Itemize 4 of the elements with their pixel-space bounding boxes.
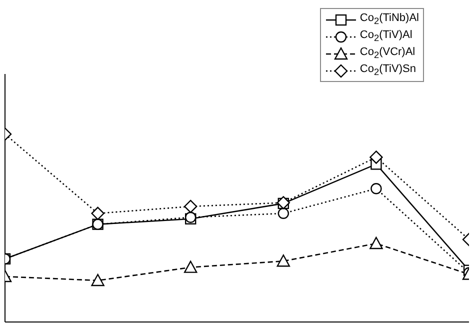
legend-label: Co$_{2}$(TiV)Al: [360, 29, 412, 44]
legend-label: Co$_{2}$(TiNb)Al: [360, 12, 419, 27]
legend-label: Co$_{2}$(VCr)Al: [360, 46, 416, 61]
legend-label: Co$_{2}$(TiV)Sn: [360, 63, 416, 78]
